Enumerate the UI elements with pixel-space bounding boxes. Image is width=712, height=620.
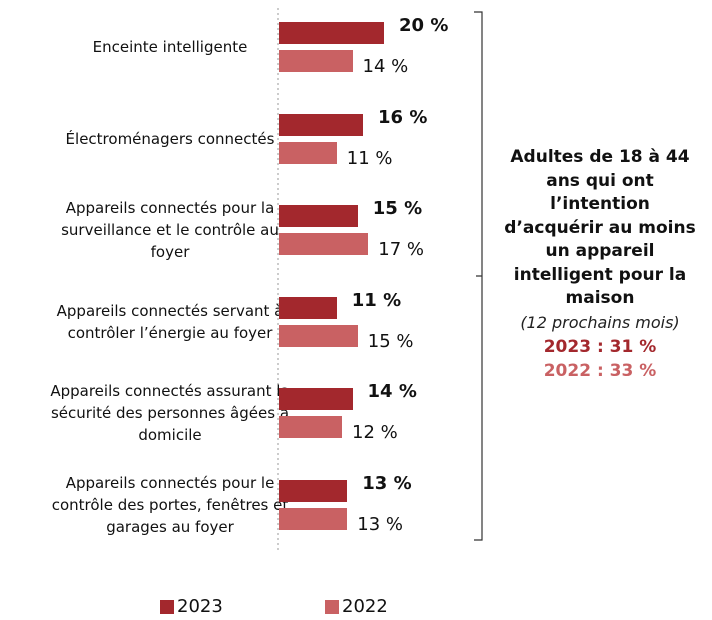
annotation-note: (12 prochains mois): [520, 312, 680, 332]
legend-swatch: [325, 600, 339, 614]
bar: [279, 388, 353, 411]
value-label: 14 %: [362, 56, 409, 77]
value-label: 11 %: [351, 289, 402, 311]
value-label: 16 %: [378, 106, 428, 128]
bracket: [474, 11, 483, 541]
bar: [279, 416, 342, 439]
annotation: Adultes de 18 à 44 ans qui ont l’intenti…: [500, 146, 700, 383]
bar: [279, 296, 337, 319]
value-label: 17 %: [378, 239, 424, 261]
annotation-2022: 2022 : 33 %: [543, 360, 657, 381]
bar: [279, 50, 353, 72]
bar: [279, 205, 358, 228]
value-label: 15 %: [372, 198, 423, 220]
category-label: Appareils connectés pour le contrôle des…: [51, 474, 289, 536]
value-label: 14 %: [367, 381, 417, 403]
bar: [279, 480, 348, 502]
legend-label: 2022: [342, 596, 388, 617]
legend-swatch: [160, 600, 174, 614]
category-label: Enceinte intelligente: [92, 38, 248, 56]
bar: [279, 22, 384, 44]
bar: [279, 508, 348, 530]
category-label: Appareils connectés servant à contrôler …: [56, 301, 284, 342]
category-label: Appareils connectés pour la surveillance…: [61, 199, 279, 262]
value-label: 12 %: [352, 422, 398, 444]
bar: [279, 113, 363, 136]
annotation-text: Adultes de 18 à 44 ans qui ont l’intenti…: [504, 147, 696, 308]
value-label: 15 %: [367, 330, 414, 352]
legend-label: 2023: [177, 596, 223, 617]
bar: [279, 233, 369, 256]
value-label: 11 %: [346, 147, 393, 169]
category-label: Électroménagers connectés: [65, 129, 275, 148]
category-label: Appareils connectés assurant la sécurité…: [50, 382, 290, 445]
annotation-2023: 2023 : 31 %: [543, 337, 657, 357]
bar: [279, 324, 358, 347]
value-label: 13 %: [362, 473, 412, 494]
value-label: 13 %: [357, 514, 403, 535]
value-label: 20 %: [399, 15, 449, 36]
bar: [279, 141, 337, 164]
